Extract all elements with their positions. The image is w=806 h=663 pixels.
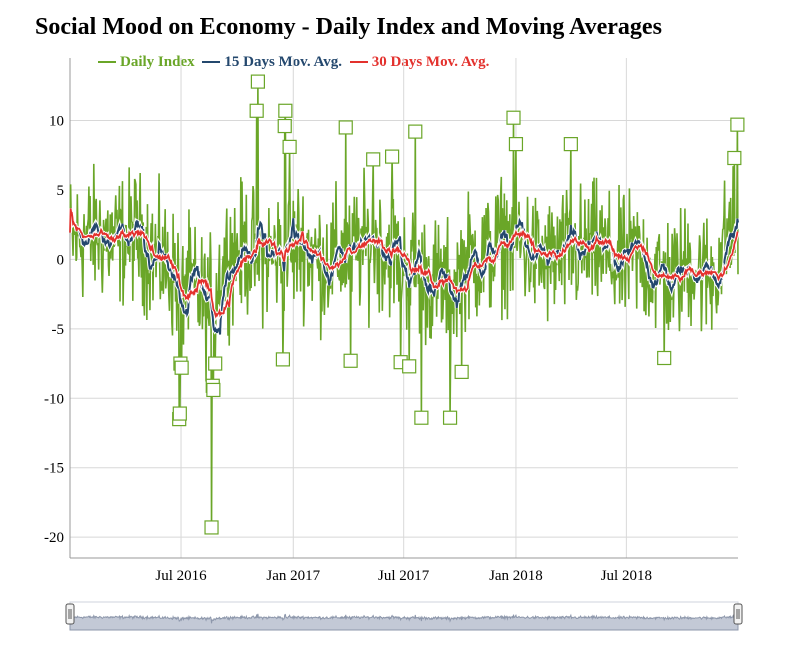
flagged-point-marker[interactable] xyxy=(730,117,745,132)
flagged-point-marker[interactable] xyxy=(506,110,521,125)
legend-item-30-days[interactable]: 30 Days Mov. Avg. xyxy=(349,53,490,71)
legend: Daily Index 15 Days Mov. Avg. 30 Days Mo… xyxy=(98,51,493,71)
flagged-point-marker[interactable] xyxy=(278,103,293,118)
legend-swatch-daily-index xyxy=(98,61,116,63)
series-daily-index xyxy=(69,81,739,528)
legend-swatch-15-days xyxy=(202,61,221,63)
flagged-point-marker[interactable] xyxy=(172,406,187,421)
x-tick-label: Jul 2016 xyxy=(155,568,207,584)
flagged-point-marker[interactable] xyxy=(275,352,291,367)
x-tick-label: Jan 2018 xyxy=(489,568,543,584)
navigator[interactable] xyxy=(65,601,743,631)
flagged-point-marker[interactable] xyxy=(408,124,423,139)
y-tick-label: -20 xyxy=(44,530,64,546)
flagged-point-marker[interactable] xyxy=(206,382,221,398)
flagged-point-marker[interactable] xyxy=(414,410,429,425)
legend-label-daily-index: Daily Index xyxy=(120,53,195,70)
flagged-point-marker[interactable] xyxy=(402,359,417,374)
flagged-point-marker[interactable] xyxy=(343,353,358,368)
navigator-handle-right[interactable] xyxy=(733,603,743,625)
flagged-point-marker[interactable] xyxy=(250,74,265,89)
flagged-point-marker[interactable] xyxy=(338,120,353,135)
y-tick-label: -15 xyxy=(44,461,64,477)
legend-swatch-30-days xyxy=(349,61,368,63)
flagged-point-marker[interactable] xyxy=(174,360,189,375)
x-tick-label: Jan 2017 xyxy=(266,568,320,584)
chart-title: Social Mood on Economy - Daily Index and… xyxy=(35,14,662,40)
flagged-point-marker[interactable] xyxy=(442,410,458,425)
y-tick-label: 5 xyxy=(57,183,65,199)
flagged-point-marker[interactable] xyxy=(508,137,524,152)
flagged-markers xyxy=(172,74,745,535)
flagged-point-marker[interactable] xyxy=(249,103,264,118)
flagged-point-marker[interactable] xyxy=(727,150,742,166)
series-15-days-mov-avg xyxy=(69,208,739,335)
flagged-point-marker[interactable] xyxy=(563,137,578,152)
navigator-handle-left[interactable] xyxy=(65,603,75,625)
y-tick-label: -10 xyxy=(44,391,64,407)
series-lines xyxy=(68,81,740,528)
y-tick-label: 0 xyxy=(57,252,65,268)
navigator-area xyxy=(69,613,739,631)
flagged-point-marker[interactable] xyxy=(657,350,672,366)
flagged-point-marker[interactable] xyxy=(385,149,400,164)
x-tick-label: Jul 2017 xyxy=(378,568,430,584)
y-tick-label: -5 xyxy=(52,322,65,338)
legend-item-daily-index[interactable]: Daily Index xyxy=(98,54,195,71)
flagged-point-marker[interactable] xyxy=(277,118,292,134)
flagged-point-marker[interactable] xyxy=(454,364,469,379)
flagged-point-marker[interactable] xyxy=(208,356,223,371)
legend-label-30-days: 30 Days Mov. Avg. xyxy=(371,53,490,70)
legend-label-15-days: 15 Days Mov. Avg. xyxy=(224,53,343,70)
flagged-point-marker[interactable] xyxy=(204,520,219,535)
legend-item-15-days[interactable]: 15 Days Mov. Avg. xyxy=(202,54,342,71)
flagged-point-marker[interactable] xyxy=(282,139,297,154)
x-tick-label: Jul 2018 xyxy=(601,568,652,584)
y-tick-label: 10 xyxy=(49,114,64,130)
flagged-point-marker[interactable] xyxy=(366,152,381,167)
axes: 10 5 0 -5 -10 -15 -20 Jul 2016 Jan 2017 Jul 2017 J… xyxy=(44,58,738,584)
series-30-days-mov-avg xyxy=(69,208,739,319)
